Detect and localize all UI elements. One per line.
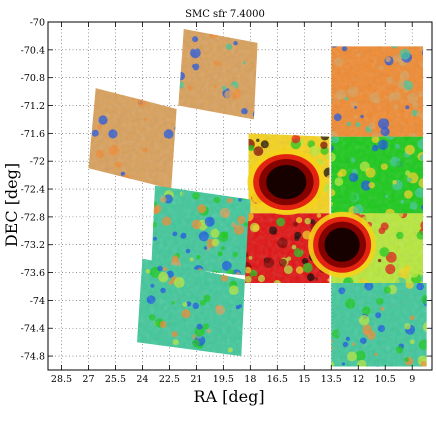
y-tick-label: -74.8 [21,352,45,363]
x-tick-label: 27 [82,374,94,385]
y-tick-label: -70.4 [21,45,45,56]
high-sfr-core-south [308,211,377,278]
y-tick-label: -70.8 [21,73,45,84]
tile-south-west [331,283,427,367]
x-tick-label: 10.5 [375,374,396,385]
x-tick-label: 25.5 [105,374,126,385]
tile-north-west [331,46,423,137]
high-sfr-regions [247,149,377,278]
x-tick-label: 9 [409,374,415,385]
y-tick-label: -73.6 [21,268,45,279]
y-tick-label: -74.4 [21,324,45,335]
high-sfr-core-north [247,149,326,216]
tile-north-center [178,29,258,120]
x-tick-label: 21 [190,374,202,385]
y-tick-label: -72.8 [21,212,45,223]
y-tick-label: -72.4 [21,185,45,196]
tile-east-lower [137,258,245,357]
x-tick-label: 15 [298,374,310,385]
tile-east-upper [151,185,251,276]
y-tick-label: -74 [30,296,45,307]
y-tick-label: -73.2 [21,240,45,251]
x-tick-label: 18 [244,374,256,385]
y-tick-label: -72 [30,157,45,168]
x-tick-label: 24 [136,374,148,385]
x-tick-label: 22.5 [159,374,180,385]
x-tick-label: 12 [352,374,364,385]
y-tick-label: -71.2 [21,101,45,112]
y-axis: -70 -70.4 -70.8 -71.2 -71.6 -72 -72.4 -72.8 -73.… [21,18,432,363]
y-axis-title: DEC [deg] [2,163,21,247]
tile-north-east [88,88,177,189]
plot-frame [47,21,433,371]
x-tick-label: 19.5 [213,374,234,385]
x-tick-label: 28.5 [51,374,72,385]
x-tick-label: 16.5 [267,374,288,385]
plot-border [47,21,433,371]
y-tick-label: -70 [30,18,45,29]
x-tick-label: 13.5 [321,374,342,385]
x-axis-title: RA [deg] [193,387,264,406]
tile-wing-upper [331,136,423,214]
x-axis: 28.5 27 25.5 24 22.5 21 19.5 18 16.5 15 13.5 12 10.5… [51,22,415,385]
y-tick-label: -71.6 [21,129,45,140]
chart-title: SMC sfr 7.4000 [185,9,265,20]
